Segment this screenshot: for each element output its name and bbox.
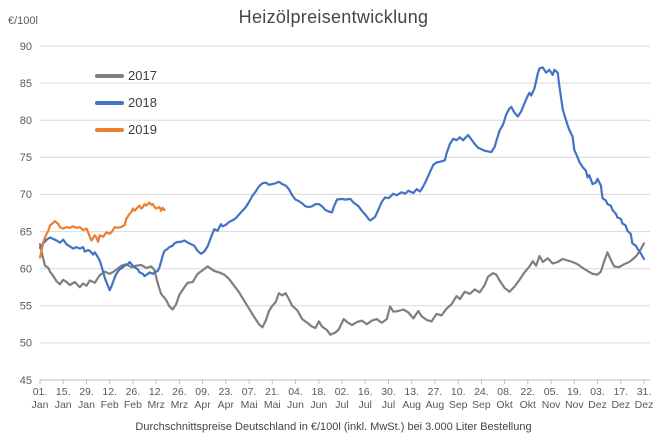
legend-swatch-2018 — [95, 100, 124, 105]
y-tick-label-70: 70 — [20, 189, 32, 201]
x-tick-label-day: 18. — [311, 386, 326, 398]
x-tick-label-month: Sep — [449, 399, 468, 411]
x-tick-label-month: Okt — [520, 399, 536, 411]
x-tick-label-day: 17. — [613, 386, 628, 398]
x-tick-label-day: 05. — [544, 386, 559, 398]
legend-label-2017: 2017 — [128, 68, 157, 83]
y-tick-label-60: 60 — [20, 264, 32, 276]
x-tick-label-month: Mrz — [171, 399, 189, 411]
legend-item-2019: 2019 — [95, 116, 157, 143]
x-tick-label-day: 31. — [637, 386, 652, 398]
x-tick-label-month: Dez — [611, 399, 630, 411]
x-tick-label-month: Jul — [335, 399, 348, 411]
x-tick-label-month: Apr — [194, 399, 211, 411]
series-line-2019 — [38, 201, 166, 259]
x-tick-label-month: Okt — [496, 399, 512, 411]
x-tick-label-day: 29. — [79, 386, 94, 398]
x-tick-label-month: Feb — [124, 399, 142, 411]
x-tick-label-month: Nov — [565, 399, 584, 411]
x-tick-label-day: 21. — [265, 386, 280, 398]
y-tick-label-80: 80 — [20, 115, 32, 127]
x-tick-label-month: Aug — [402, 399, 421, 411]
x-tick-label-month: Mai — [264, 399, 281, 411]
x-tick-label-month: Dez — [588, 399, 607, 411]
x-tick-label-month: Jan — [55, 399, 72, 411]
x-tick-label-day: 16. — [358, 386, 373, 398]
series-line-2017 — [38, 242, 646, 336]
legend-item-2018: 2018 — [95, 89, 157, 116]
y-tick-label-75: 75 — [20, 152, 32, 164]
x-tick-label-day: 02. — [335, 386, 350, 398]
legend-label-2018: 2018 — [128, 95, 157, 110]
x-tick-label-day: 08. — [497, 386, 512, 398]
x-tick-label-month: Jul — [358, 399, 371, 411]
chart-legend: 2017 2018 2019 — [95, 62, 157, 143]
y-tick-label-90: 90 — [20, 41, 32, 53]
y-tick-label-65: 65 — [20, 226, 32, 238]
y-tick-label-50: 50 — [20, 338, 32, 350]
x-tick-label-day: 26. — [126, 386, 141, 398]
legend-swatch-2019 — [95, 127, 124, 132]
x-tick-label-day: 09. — [195, 386, 210, 398]
x-tick-label-day: 19. — [567, 386, 582, 398]
legend-item-2017: 2017 — [95, 62, 157, 89]
x-tick-label-day: 12. — [102, 386, 117, 398]
x-tick-label-month: Apr — [218, 399, 235, 411]
x-tick-label-day: 24. — [474, 386, 489, 398]
x-tick-label-day: 07. — [242, 386, 257, 398]
x-tick-label-day: 04. — [288, 386, 303, 398]
y-tick-label-85: 85 — [20, 78, 32, 90]
x-tick-label-month: Dez — [635, 399, 654, 411]
x-tick-label-month: Jun — [310, 399, 327, 411]
x-tick-label-day: 01. — [33, 386, 48, 398]
y-axis-unit-label: €/100l — [8, 15, 38, 27]
series-line-2018 — [38, 66, 646, 292]
x-tick-label-month: Feb — [101, 399, 119, 411]
chart-caption: Durchschnittspreise Deutschland in €/100… — [135, 421, 532, 433]
x-tick-label-month: Nov — [542, 399, 561, 411]
x-tick-label-month: Jan — [78, 399, 95, 411]
x-tick-label-day: 22. — [520, 386, 535, 398]
x-tick-label-day: 15. — [56, 386, 71, 398]
x-tick-label-day: 03. — [590, 386, 605, 398]
x-tick-label-month: Mrz — [147, 399, 165, 411]
x-tick-label-day: 23. — [218, 386, 233, 398]
y-tick-label-45: 45 — [20, 375, 32, 387]
x-tick-label-month: Mai — [241, 399, 258, 411]
x-tick-label-month: Aug — [426, 399, 445, 411]
x-tick-label-month: Jan — [32, 399, 49, 411]
x-tick-label-day: 12. — [149, 386, 164, 398]
x-tick-label-day: 27. — [428, 386, 443, 398]
x-tick-label-day: 13. — [404, 386, 419, 398]
chart-title: Heizölpreisentwicklung — [238, 7, 429, 27]
legend-label-2019: 2019 — [128, 122, 157, 137]
x-tick-label-day: 10. — [451, 386, 466, 398]
y-tick-label-55: 55 — [20, 301, 32, 313]
x-tick-label-day: 30. — [381, 386, 396, 398]
x-tick-label-month: Sep — [472, 399, 491, 411]
legend-swatch-2017 — [95, 73, 124, 78]
x-tick-label-month: Jun — [287, 399, 304, 411]
x-tick-label-day: 26. — [172, 386, 187, 398]
x-tick-label-month: Jul — [382, 399, 395, 411]
